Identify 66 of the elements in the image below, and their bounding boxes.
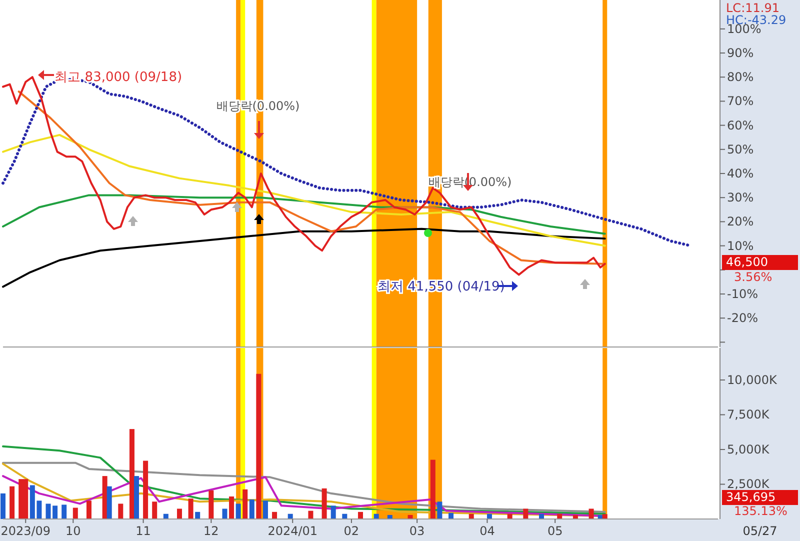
bar <box>322 488 327 519</box>
bar <box>272 512 278 519</box>
y-tick-label: -10% <box>727 286 758 301</box>
y-tick-label: 80% <box>727 70 754 84</box>
line-series <box>2 134 606 247</box>
bar <box>602 514 608 519</box>
x-tick-label: 2024/01 <box>268 524 318 538</box>
bar <box>330 506 336 519</box>
line-series <box>2 445 606 515</box>
text: 345,695 <box>726 490 776 504</box>
y-tick-label: 2,500K <box>727 477 770 492</box>
bar <box>86 500 92 519</box>
text: LC:11.91 <box>726 1 780 15</box>
x-tick-label: 12 <box>204 524 219 538</box>
bar <box>129 429 134 519</box>
y-tick-label: -20% <box>727 311 758 326</box>
y-tick-label: 7,500K <box>727 408 770 422</box>
bar <box>249 500 254 519</box>
bar <box>0 493 6 519</box>
text: 46,500 <box>726 255 768 269</box>
bar <box>523 508 528 519</box>
bar <box>10 486 15 519</box>
bar <box>358 512 363 519</box>
x-tick-label: 03 <box>409 524 425 538</box>
y-tick-label: 50% <box>727 142 754 156</box>
bar <box>437 502 442 519</box>
y-tick-label: 10% <box>727 238 754 253</box>
x-tick-label: 04 <box>480 524 495 538</box>
bar <box>208 490 214 519</box>
y-tick-label: 10,000K <box>727 372 778 387</box>
bar <box>143 460 148 519</box>
bar <box>106 486 112 519</box>
bar <box>229 496 234 519</box>
bar <box>262 500 268 519</box>
text: 3.56% <box>734 270 772 284</box>
bar <box>195 512 200 519</box>
y-tick-label: 90% <box>727 46 754 60</box>
y-tick-label: 30% <box>727 190 754 205</box>
text: 135.13% <box>734 504 788 518</box>
x-tick-label: 05 <box>547 524 563 538</box>
y-tick-label: 70% <box>727 94 754 108</box>
line-series <box>2 194 606 235</box>
y-tick-label: 5,000K <box>727 442 770 456</box>
x-tick-label: 02 <box>344 524 360 538</box>
bar <box>308 510 314 519</box>
x-tick-label: 11 <box>136 524 151 538</box>
text: 05/27 <box>742 524 778 538</box>
bar <box>118 504 124 519</box>
x-tick-label: 10 <box>66 524 81 538</box>
y-tick-label: 20% <box>727 214 754 229</box>
bar <box>176 508 182 519</box>
bar <box>242 489 248 519</box>
bar <box>72 508 78 519</box>
bar <box>236 504 241 519</box>
bar <box>588 508 594 519</box>
bar <box>188 498 194 519</box>
x-tick-label: 2023/09 <box>0 524 51 538</box>
bar <box>102 476 108 519</box>
bar <box>62 504 67 519</box>
bar <box>134 476 139 519</box>
bar <box>448 512 454 519</box>
bar <box>222 508 228 519</box>
bar <box>430 460 436 519</box>
y-tick-label: 40% <box>727 166 754 180</box>
y-tick-label: 60% <box>727 118 754 132</box>
bar <box>152 502 158 519</box>
